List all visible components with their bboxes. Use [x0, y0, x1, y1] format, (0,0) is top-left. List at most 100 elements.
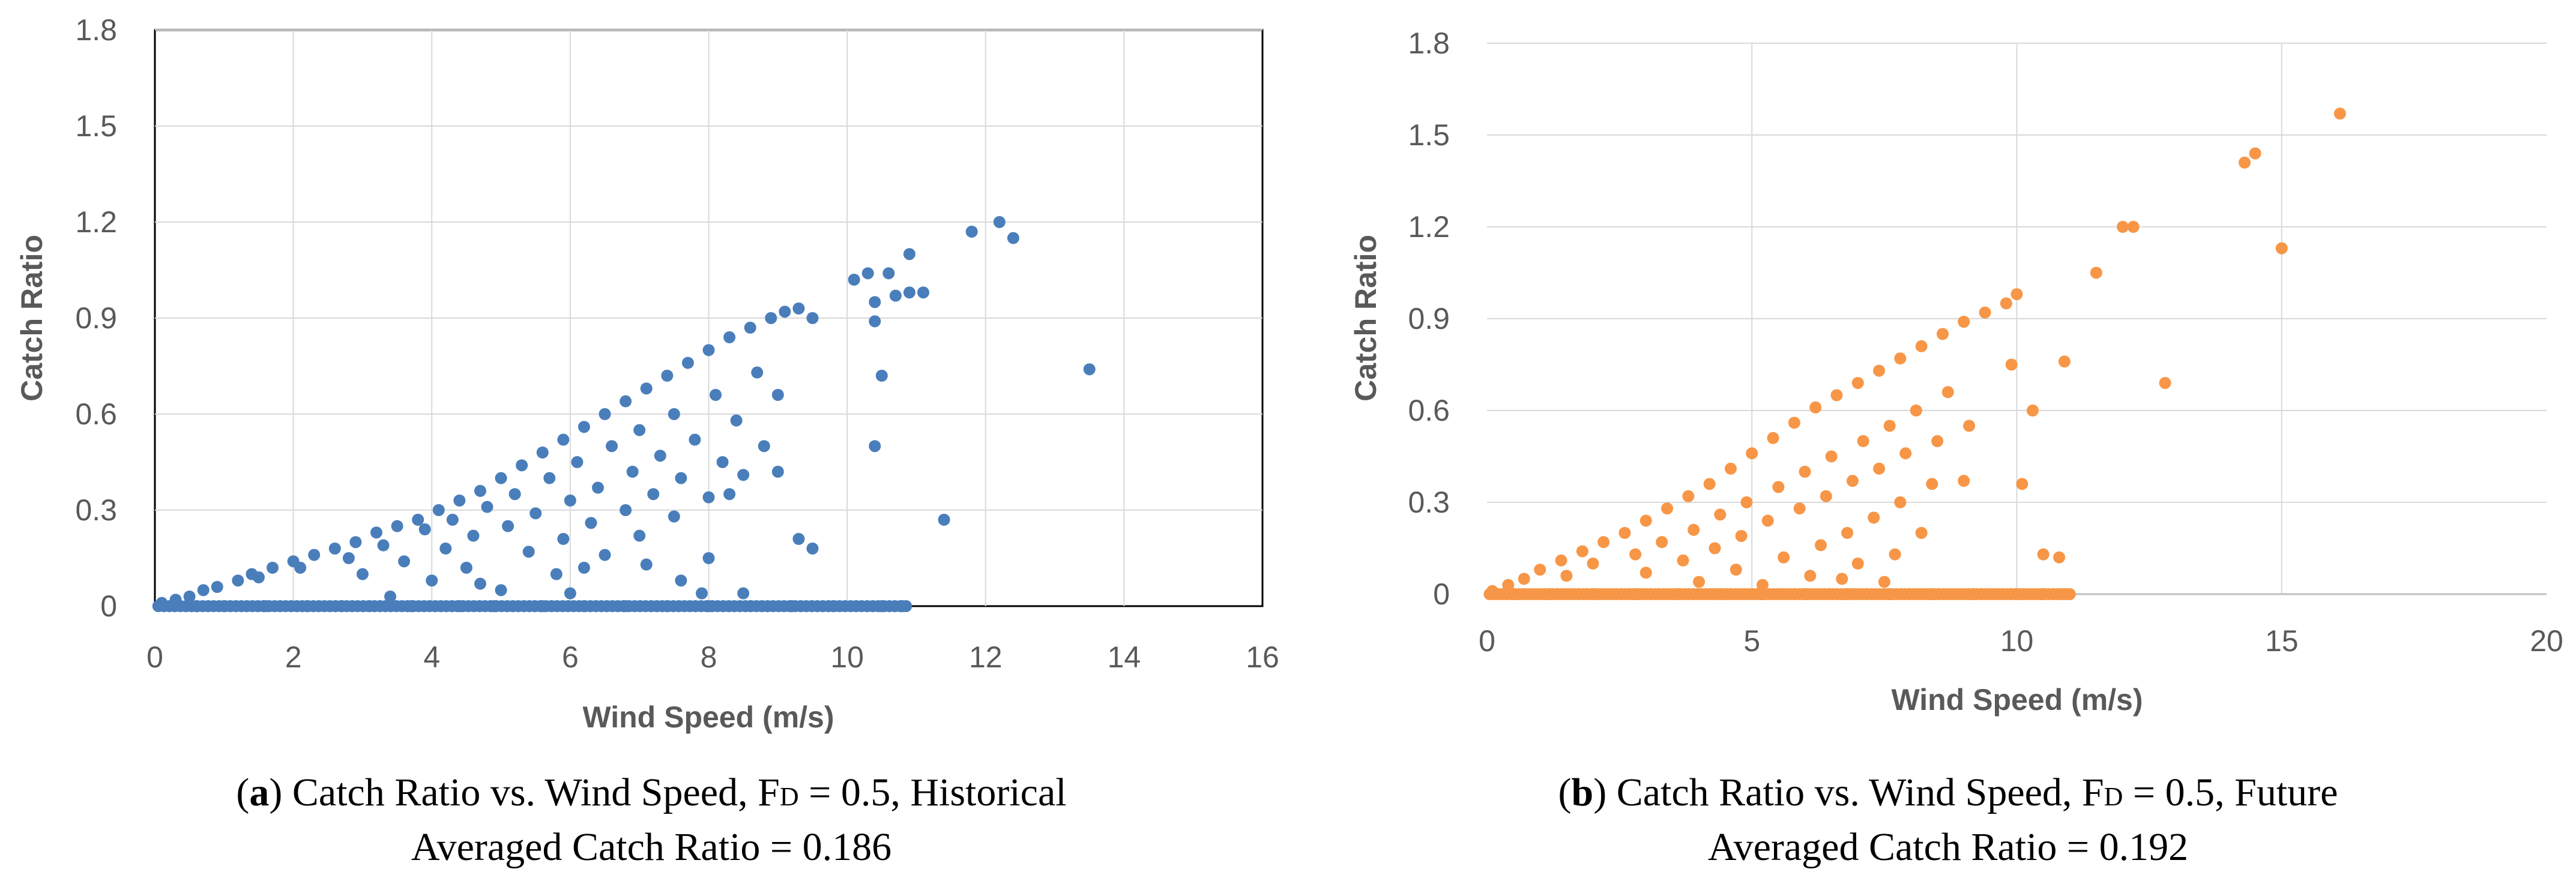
caption-b-text: ) Catch Ratio vs. Wind Speed, F [1593, 771, 2104, 814]
chart-b-y-tick-label: 1.5 [1408, 118, 1450, 152]
chart-b-point [1820, 490, 1832, 502]
chart-b-point [1804, 570, 1817, 582]
chart-a-point [474, 577, 486, 590]
chart-b-point [1878, 576, 1890, 588]
chart-b-y-tick-label: 1.2 [1408, 210, 1450, 244]
chart-b-point [1915, 340, 1928, 352]
chart-a-point [716, 456, 729, 468]
chart-a-point [606, 440, 618, 453]
chart-a-point [827, 600, 840, 612]
chart-a-point [508, 488, 521, 501]
chart-a-point [917, 286, 929, 299]
chart-b-point [1587, 588, 1599, 600]
chart-a-point [197, 584, 210, 597]
chart-a-point [384, 591, 397, 603]
chart-b-point [1703, 478, 1716, 490]
chart-a-y-tick-label: 1.8 [75, 13, 117, 47]
chart-a-point [661, 370, 674, 382]
chart-b-point [1825, 450, 1838, 463]
chart-b-point [1851, 377, 1864, 389]
chart-a-y-tick-labels: 0 0.3 0.6 0.9 1.2 1.5 1.8 [75, 13, 117, 623]
chart-b-point [1778, 551, 1790, 564]
chart-b-point [1931, 435, 1944, 447]
chart-a-point [806, 543, 819, 555]
chart-b-point [1846, 475, 1859, 487]
chart-a-point [536, 600, 549, 612]
chart-a-y-tick-label: 1.2 [75, 205, 117, 239]
chart-b-point [1830, 389, 1843, 401]
chart-a-point [620, 395, 632, 407]
chart-a-point [564, 587, 576, 600]
chart-b-point [1597, 536, 1610, 549]
caption-b-open-paren: ( [1558, 771, 1572, 814]
chart-b-y-tick-label: 1.8 [1408, 26, 1450, 60]
caption-b-line1: (b) Catch Ratio vs. Wind Speed, FD = 0.5… [1558, 771, 2338, 814]
chart-a-point [744, 322, 756, 334]
chart-a-x-tick-label: 0 [146, 640, 163, 674]
chart-b-point [1963, 419, 1976, 432]
chart-a-point [155, 597, 168, 609]
chart-b-y-tick-label: 0 [1433, 577, 1450, 611]
chart-b-y-axis-label: Catch Ratio [1349, 235, 1383, 401]
chart-a-point [578, 600, 590, 612]
chart-b-point [2037, 548, 2050, 561]
caption-b: (b) Catch Ratio vs. Wind Speed, FD = 0.5… [1558, 771, 2338, 869]
chart-b-point [2058, 355, 2071, 368]
chart-b-point [1740, 496, 1753, 508]
chart-a-point [785, 600, 798, 612]
chart-b-point [1809, 401, 1822, 413]
chart-b-point [2053, 551, 2066, 564]
chart-a-point [370, 526, 382, 539]
chart-b-y-tick-label: 0.6 [1408, 394, 1450, 427]
chart-a-point [502, 520, 514, 532]
chart-a-point [647, 488, 660, 501]
chart-b-point [1979, 306, 1991, 319]
chart-b-point [1915, 527, 1928, 539]
chart-b-x-tick-label: 10 [2000, 624, 2034, 658]
chart-a-point [453, 600, 466, 612]
chart-a-point [758, 440, 770, 453]
chart-a-point [723, 331, 736, 343]
chart-a-x-tick-label: 2 [285, 640, 302, 674]
chart-a-point [398, 555, 411, 568]
chart-b-point [1656, 536, 1668, 549]
chart-b-y-tick-label: 0.3 [1408, 486, 1450, 519]
chart-b-point [1799, 588, 1811, 600]
chart-a-point [744, 600, 756, 612]
chart-a-x-tick-labels: 0 2 4 6 8 10 12 14 16 [146, 640, 1279, 674]
chart-a-point [993, 216, 1006, 228]
chart-b-point [1629, 548, 1642, 561]
chart-b-point [1576, 545, 1588, 558]
chart-b-point [1851, 558, 1864, 570]
chart-a-x-tick-label: 4 [423, 640, 440, 674]
chart-b-point [1735, 530, 1748, 543]
chart-a-point [620, 600, 632, 612]
chart-b-x-tick-label: 0 [1479, 624, 1495, 658]
chart-b-point [2005, 358, 2018, 371]
chart-a-point [405, 600, 417, 612]
chart-b-point [1772, 481, 1785, 493]
chart-a-point [550, 568, 563, 580]
chart-b-point [1873, 364, 1886, 377]
chart-b-points [1483, 107, 2346, 600]
chart-a-x-tick-label: 12 [969, 640, 1003, 674]
chart-b-x-axis-label: Wind Speed (m/s) [1891, 683, 2143, 717]
chart-a-point [439, 543, 452, 555]
chart-a-point [169, 594, 182, 606]
chart-a-y-axis-label: Catch Ratio [15, 235, 49, 401]
chart-a-point [446, 514, 459, 526]
chart-a-point [190, 600, 203, 612]
chart-b-point [2063, 588, 2076, 600]
chart-a-point [903, 248, 915, 260]
chart-b-point [1560, 570, 1573, 582]
chart-a-gridlines [155, 29, 1262, 606]
chart-a-x-tick-label: 14 [1108, 640, 1141, 674]
chart-a-point [889, 289, 902, 302]
chart-b-point [2016, 478, 2029, 490]
chart-a-point [882, 267, 895, 280]
chart-a-point [702, 600, 715, 612]
caption-b-text-end: = 0.5, Future [2123, 771, 2338, 814]
chart-b-point [1889, 548, 1901, 561]
chart-a-point [903, 286, 915, 299]
chart-a-point [792, 533, 805, 545]
